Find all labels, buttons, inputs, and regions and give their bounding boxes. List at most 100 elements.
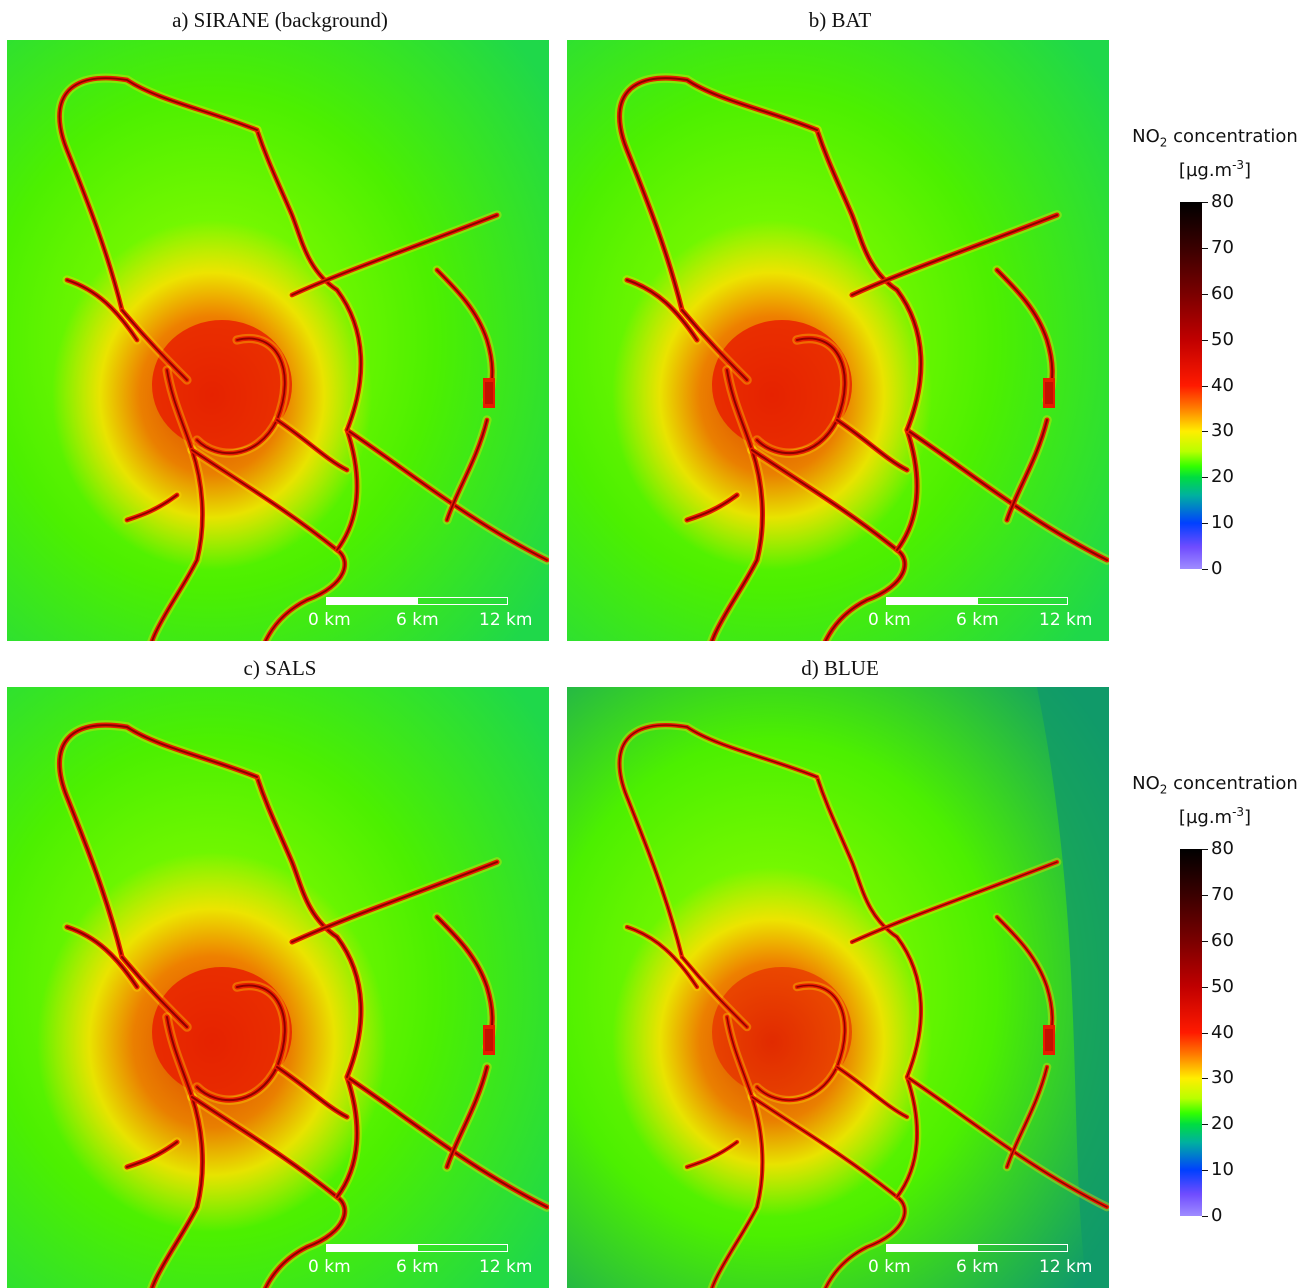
road-core <box>686 494 738 521</box>
road-core <box>121 956 188 1028</box>
colorbar-tick <box>1202 1124 1208 1126</box>
colorbar-tick <box>1202 986 1208 988</box>
road-core <box>1006 419 1048 521</box>
road-core <box>896 1076 918 1198</box>
colorbar-tick <box>1202 1032 1208 1034</box>
colorbar-tick-label: 60 <box>1211 929 1234 951</box>
colorbar-tick-label: 20 <box>1211 466 1234 488</box>
colorbar-tick <box>1202 477 1208 479</box>
city-center <box>712 320 852 450</box>
colorbar-tick <box>1202 1216 1208 1217</box>
no2-concentration-map <box>567 40 1109 641</box>
colorbar-unit: [µg.m-3] <box>1178 805 1252 828</box>
road-core <box>256 129 362 431</box>
road-core <box>166 369 193 451</box>
road-core <box>851 861 1058 943</box>
road-core <box>906 429 1108 561</box>
road-core <box>66 926 138 988</box>
colorbar-tick-label: 40 <box>1211 374 1234 396</box>
map-panel-d: 0 km 6 km 12 km <box>567 687 1109 1288</box>
airport-core <box>1045 1029 1053 1051</box>
road-core <box>166 1016 193 1098</box>
road-core <box>446 1066 488 1168</box>
colorbar-tick <box>1202 202 1208 203</box>
colorbar-tick-label: 0 <box>1211 1205 1223 1226</box>
road-core <box>58 77 258 311</box>
colorbar-tick <box>1202 339 1208 341</box>
no2-concentration-map <box>7 687 549 1288</box>
road-core <box>816 129 922 431</box>
road-core <box>346 429 548 561</box>
city-center <box>712 967 852 1097</box>
colorbar-unit: [µg.m-3] <box>1178 158 1252 181</box>
road-core <box>336 1076 358 1198</box>
colorbar-tick <box>1202 1078 1208 1080</box>
road-core <box>681 956 748 1028</box>
colorbar-tick-label: 20 <box>1211 1113 1234 1135</box>
no2-concentration-map <box>567 687 1109 1288</box>
colorbar-gradient <box>1180 202 1202 569</box>
colorbar-tick-label: 70 <box>1211 883 1234 905</box>
colorbar-tick-label: 50 <box>1211 975 1234 997</box>
colorbar-tick <box>1202 940 1208 942</box>
colorbar-title: NO2 concentration <box>1132 126 1298 150</box>
road-core <box>896 429 918 551</box>
no2-concentration-map <box>7 40 549 641</box>
road-core <box>346 1076 548 1208</box>
road-core <box>726 1016 753 1098</box>
road-core <box>291 214 498 296</box>
city-center <box>152 320 292 450</box>
road-core <box>291 861 498 943</box>
colorbar-tick-label: 0 <box>1211 558 1223 579</box>
colorbar-title: NO2 concentration <box>1132 773 1298 797</box>
colorbar-tick <box>1202 1170 1208 1172</box>
road-core <box>276 419 348 471</box>
colorbar-gradient <box>1180 849 1202 1216</box>
road-core <box>851 214 1058 296</box>
colorbar-tick-label: 10 <box>1211 512 1234 534</box>
colorbar-tick <box>1202 293 1208 295</box>
panel-title-d: d) BLUE <box>801 656 879 680</box>
colorbar-tick-label: 70 <box>1211 236 1234 258</box>
colorbar-tick <box>1202 247 1208 249</box>
city-center <box>152 967 292 1097</box>
colorbar-tick-label: 30 <box>1211 1067 1234 1089</box>
airport-core <box>1045 382 1053 404</box>
map-panel-a: 0 km 6 km 12 km <box>7 40 549 641</box>
road-core <box>726 369 753 451</box>
road-core <box>256 776 362 1078</box>
road-core <box>906 1076 1108 1208</box>
road-core <box>276 1066 348 1118</box>
airport-core <box>485 1029 493 1051</box>
road-core <box>836 419 908 471</box>
colorbar-tick-label: 80 <box>1211 838 1234 859</box>
road-core <box>618 77 818 311</box>
airport-core <box>485 382 493 404</box>
colorbar-tick-label: 80 <box>1211 191 1234 212</box>
colorbar-tick-label: 50 <box>1211 328 1234 350</box>
road-core <box>816 776 922 1078</box>
colorbar-tick-label: 60 <box>1211 282 1234 304</box>
map-panel-b: 0 km 6 km 12 km <box>567 40 1109 641</box>
road-core <box>58 724 258 958</box>
colorbar-tick-label: 30 <box>1211 420 1234 442</box>
road-core <box>126 494 178 521</box>
road-core <box>686 1141 738 1168</box>
teal-zone <box>1037 687 1109 1288</box>
road-core <box>151 449 204 641</box>
road-core <box>626 279 698 341</box>
road-core <box>126 1141 178 1168</box>
colorbar-tick-label: 40 <box>1211 1021 1234 1043</box>
colorbar-tick <box>1202 523 1208 525</box>
colorbar-tick <box>1202 385 1208 387</box>
colorbar-tick <box>1202 849 1208 850</box>
panel-title-a: a) SIRANE (background) <box>172 8 388 32</box>
road-core <box>751 1096 906 1288</box>
road-core <box>836 1066 908 1118</box>
colorbar-tick <box>1202 569 1208 570</box>
road-core <box>618 724 818 958</box>
road-core <box>626 926 698 988</box>
road-core <box>1006 1066 1048 1168</box>
road-core <box>191 1096 346 1288</box>
colorbar-tick-label: 10 <box>1211 1159 1234 1181</box>
